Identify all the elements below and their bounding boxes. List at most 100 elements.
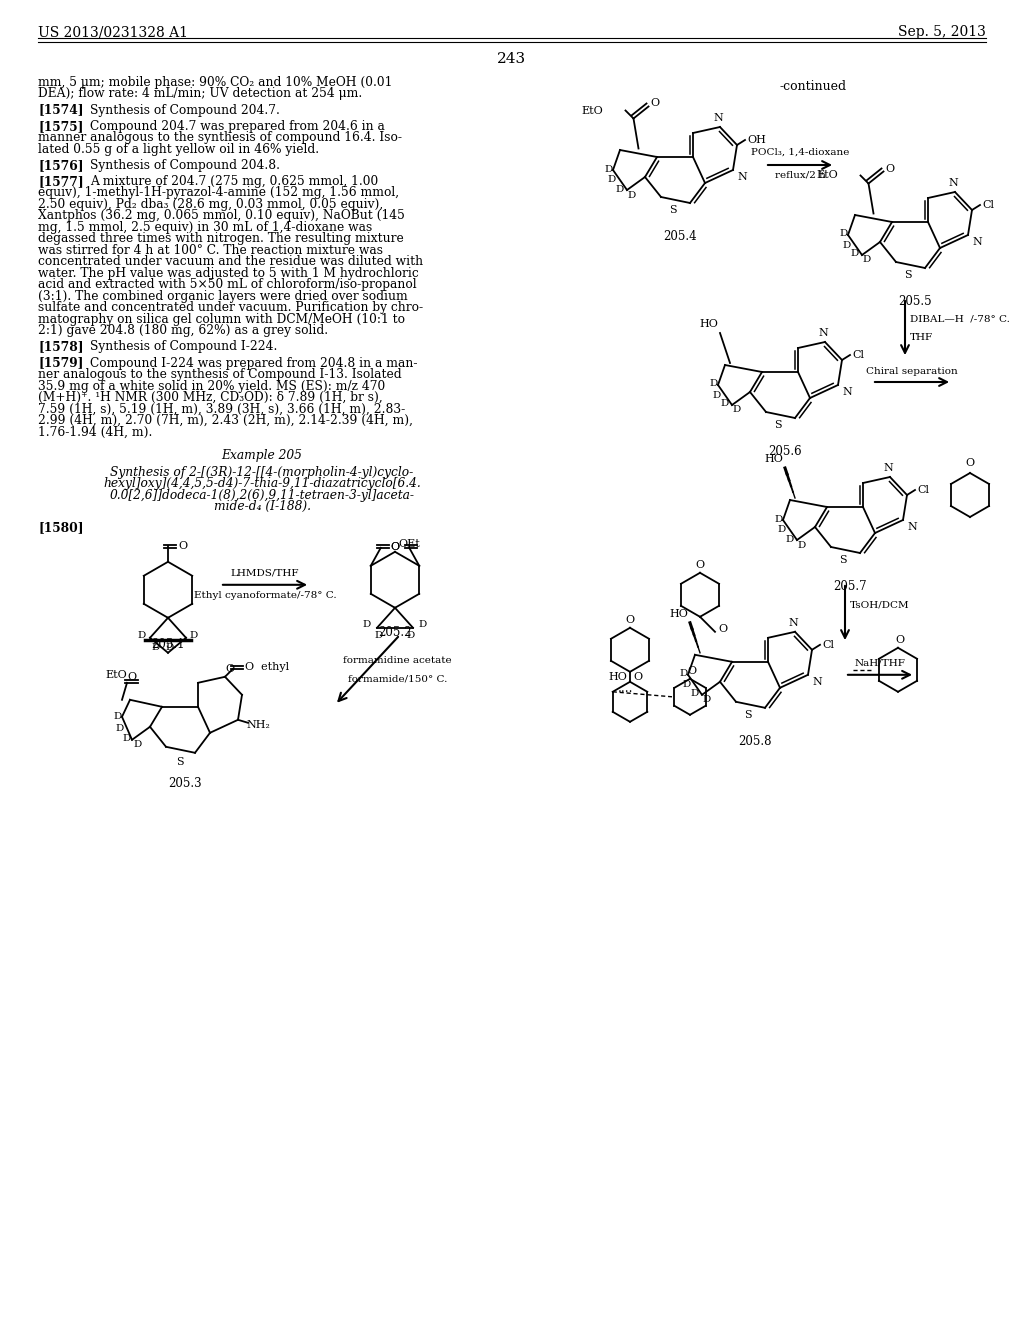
Text: US 2013/0231328 A1: US 2013/0231328 A1 <box>38 25 188 40</box>
Text: S: S <box>774 420 781 430</box>
Text: O: O <box>687 665 696 676</box>
Text: 35.9 mg of a white solid in 20% yield. MS (ES): m/z 470: 35.9 mg of a white solid in 20% yield. M… <box>38 380 385 392</box>
Text: O: O <box>127 672 136 682</box>
Text: D: D <box>189 631 198 640</box>
Text: D: D <box>419 620 427 630</box>
Text: O: O <box>626 615 635 624</box>
Text: N: N <box>907 521 916 532</box>
Text: O: O <box>391 541 400 552</box>
Text: 1.76-1.94 (4H, m).: 1.76-1.94 (4H, m). <box>38 425 153 438</box>
Text: THF: THF <box>910 333 933 342</box>
Text: -continued: -continued <box>780 81 847 92</box>
Text: water. The pH value was adjusted to 5 with 1 M hydrochloric: water. The pH value was adjusted to 5 wi… <box>38 267 419 280</box>
Text: ....: .... <box>617 682 633 696</box>
Text: D: D <box>116 725 124 734</box>
Text: D: D <box>138 631 146 640</box>
Text: TsOH/DCM: TsOH/DCM <box>850 601 909 610</box>
Text: Synthesis of Compound 204.8.: Synthesis of Compound 204.8. <box>90 158 280 172</box>
Text: D: D <box>798 540 806 549</box>
Text: mide-d₄ (I-188).: mide-d₄ (I-188). <box>213 500 310 513</box>
Text: D: D <box>691 689 699 698</box>
Text: S: S <box>904 271 911 280</box>
Text: HO: HO <box>608 672 627 682</box>
Text: Synthesis of Compound I-224.: Synthesis of Compound I-224. <box>90 341 278 354</box>
Text: 0.0[2,6]]dodeca-1(8),2(6),9,11-tetraen-3-yl]aceta-: 0.0[2,6]]dodeca-1(8),2(6),9,11-tetraen-3… <box>110 488 415 502</box>
Text: 205.3: 205.3 <box>168 776 202 789</box>
Text: N: N <box>842 387 852 397</box>
Text: EtO: EtO <box>817 170 839 181</box>
Text: NH₂: NH₂ <box>246 719 270 730</box>
Text: O: O <box>966 458 975 469</box>
Text: Example 205: Example 205 <box>221 449 302 462</box>
Text: (M+H)⁺. ¹H NMR (300 MHz, CD₃OD): δ 7.89 (1H, br s),: (M+H)⁺. ¹H NMR (300 MHz, CD₃OD): δ 7.89 … <box>38 391 383 404</box>
Text: O: O <box>895 635 904 644</box>
Text: EtO: EtO <box>582 106 603 116</box>
Text: ner analogous to the synthesis of Compound I-13. Isolated: ner analogous to the synthesis of Compou… <box>38 368 401 381</box>
Text: formamide/150° C.: formamide/150° C. <box>348 675 447 684</box>
Text: D: D <box>134 741 142 750</box>
Text: EtO: EtO <box>105 669 127 680</box>
Text: O: O <box>886 164 895 173</box>
Text: 7.59 (1H, s), 5.19 (1H, m), 3.89 (3H, s), 3.66 (1H, m), 2.83-: 7.59 (1H, s), 5.19 (1H, m), 3.89 (3H, s)… <box>38 403 406 416</box>
Text: Compound 204.7 was prepared from 204.6 in a: Compound 204.7 was prepared from 204.6 i… <box>90 120 385 133</box>
Text: Sep. 5, 2013: Sep. 5, 2013 <box>898 25 986 40</box>
Text: 205.8: 205.8 <box>738 735 772 748</box>
Text: D: D <box>608 176 616 185</box>
Text: D: D <box>843 240 851 249</box>
Text: reflux/2 h: reflux/2 h <box>774 172 825 180</box>
Text: 205.7: 205.7 <box>834 579 866 593</box>
Text: N: N <box>883 463 893 473</box>
Text: OEt: OEt <box>398 539 421 549</box>
Text: matography on silica gel column with DCM/MeOH (10:1 to: matography on silica gel column with DCM… <box>38 313 406 326</box>
Text: D: D <box>775 515 783 524</box>
Text: Cl: Cl <box>982 201 994 210</box>
Text: S: S <box>840 554 847 565</box>
Text: mg, 1.5 mmol, 2.5 equiv) in 30 mL of 1,4-dioxane was: mg, 1.5 mmol, 2.5 equiv) in 30 mL of 1,4… <box>38 220 373 234</box>
Text: D: D <box>615 185 624 194</box>
Text: HO: HO <box>764 454 783 465</box>
Text: D: D <box>407 631 415 640</box>
Text: (3:1). The combined organic layers were dried over sodium: (3:1). The combined organic layers were … <box>38 290 408 302</box>
Text: [1576]: [1576] <box>38 158 84 172</box>
Text: O  ethyl: O ethyl <box>245 661 289 672</box>
Text: D: D <box>605 165 613 173</box>
Text: Cl: Cl <box>822 640 834 649</box>
Text: sulfate and concentrated under vacuum. Purification by chro-: sulfate and concentrated under vacuum. P… <box>38 301 423 314</box>
Text: D: D <box>166 643 174 652</box>
Text: HO: HO <box>699 319 718 329</box>
Text: 2.99 (4H, m), 2.70 (7H, m), 2.43 (2H, m), 2.14-2.39 (4H, m),: 2.99 (4H, m), 2.70 (7H, m), 2.43 (2H, m)… <box>38 414 413 428</box>
Text: Compound I-224 was prepared from 204.8 in a man-: Compound I-224 was prepared from 204.8 i… <box>90 356 418 370</box>
Text: D: D <box>840 230 848 239</box>
Text: HO: HO <box>669 609 688 619</box>
Text: D: D <box>851 249 859 259</box>
Text: D: D <box>733 405 741 414</box>
Text: [1579]: [1579] <box>38 356 83 370</box>
Text: 205.4: 205.4 <box>664 230 696 243</box>
Text: O: O <box>650 99 659 108</box>
Text: Cl: Cl <box>918 484 929 495</box>
Text: D: D <box>785 535 795 544</box>
Text: degassed three times with nitrogen. The resulting mixture: degassed three times with nitrogen. The … <box>38 232 403 246</box>
Text: Synthesis of Compound 204.7.: Synthesis of Compound 204.7. <box>90 103 280 116</box>
Text: Ethyl cyanoformate/-78° C.: Ethyl cyanoformate/-78° C. <box>194 591 336 599</box>
Text: Synthesis of 2-[(3R)-12-[[4-(morpholin-4-yl)cyclo-: Synthesis of 2-[(3R)-12-[[4-(morpholin-4… <box>111 466 414 479</box>
Text: Cl: Cl <box>852 350 864 360</box>
Text: formamidine acetate: formamidine acetate <box>343 656 452 665</box>
Text: S: S <box>670 205 677 215</box>
Text: D: D <box>628 190 636 199</box>
Text: N: N <box>713 114 723 123</box>
Text: [1575]: [1575] <box>38 120 83 133</box>
Text: O: O <box>225 664 234 673</box>
Text: 205.6: 205.6 <box>768 445 802 458</box>
Text: D: D <box>123 734 131 743</box>
Text: NaH/THF: NaH/THF <box>855 659 905 668</box>
Text: equiv), 1-methyl-1H-pyrazol-4-amine (152 mg, 1.56 mmol,: equiv), 1-methyl-1H-pyrazol-4-amine (152… <box>38 186 399 199</box>
Text: D: D <box>710 380 718 388</box>
Text: D: D <box>362 620 371 630</box>
Text: D: D <box>721 400 729 408</box>
Text: O: O <box>390 541 399 552</box>
Text: [1578]: [1578] <box>38 341 84 354</box>
Text: D: D <box>778 525 786 535</box>
Text: D: D <box>702 696 711 705</box>
Text: D: D <box>375 631 383 640</box>
